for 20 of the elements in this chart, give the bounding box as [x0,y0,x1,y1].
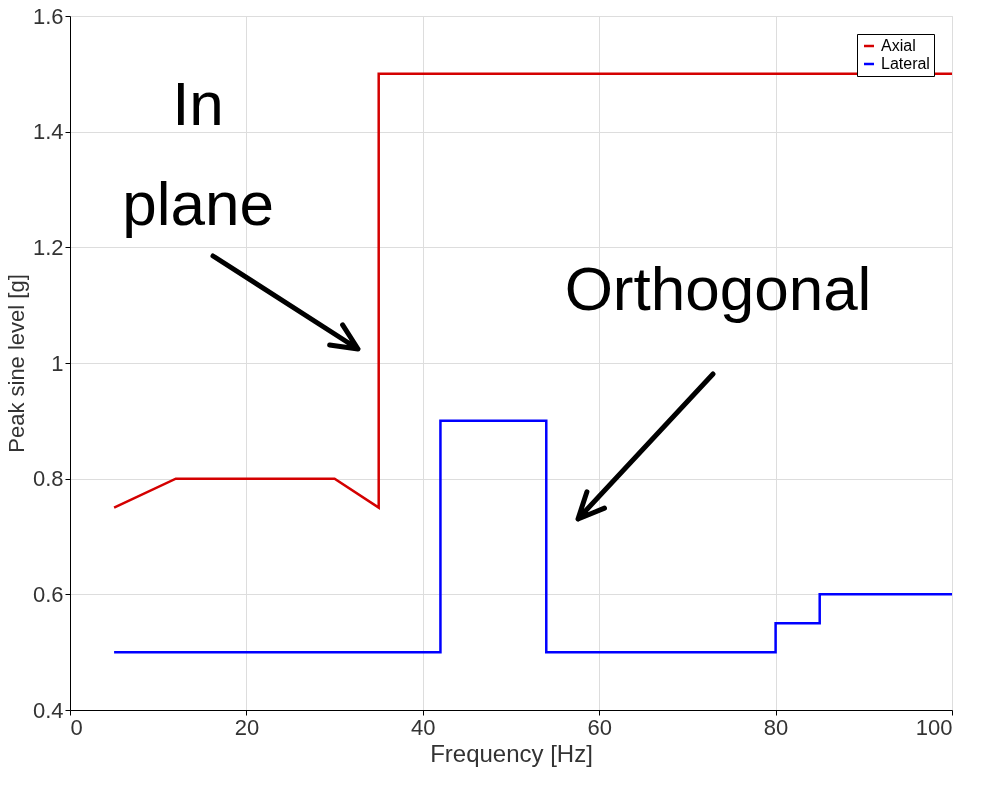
legend-label: Lateral [881,55,930,72]
x-tick-label: 80 [763,714,789,740]
y-tick-label: 0.6 [32,581,64,607]
y-tick-label: 1.4 [32,119,64,145]
x-tick-label: 0 [70,714,83,740]
line-series [112,419,954,654]
annotation: Orthogonal [564,254,872,323]
y-tick-label: 1 [51,350,64,376]
y-tick-label: 1.6 [32,3,64,29]
x-tick-label: 40 [411,714,436,740]
legend-label: Axial [881,37,916,54]
x-tick-label: 60 [587,714,612,740]
y-axis-title: Peak sine level [g] [3,274,29,453]
y-tick-label: 0.4 [32,697,64,723]
annotation: In plane [122,69,274,238]
x-axis-title: Frequency [Hz] [430,739,593,767]
x-tick-label: 100 [915,714,953,740]
y-tick-label: 1.2 [32,234,64,260]
x-tick-label: 20 [234,714,260,740]
y-tick-label: 0.8 [32,466,64,492]
